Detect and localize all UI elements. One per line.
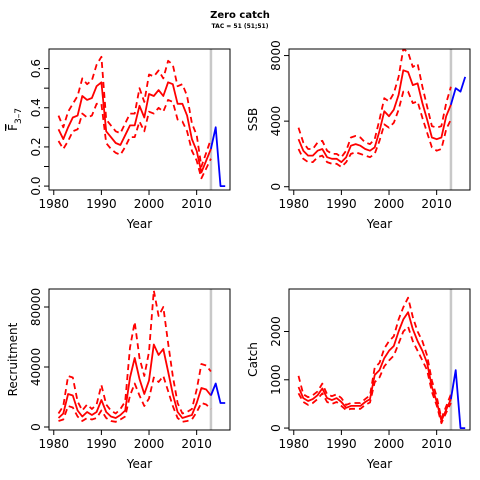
- xtick-label-f-2010: 2010: [181, 197, 212, 211]
- xtick-label-f-1990: 1990: [86, 197, 117, 211]
- frame-recruitment: [48, 288, 231, 431]
- xlabel-recruitment: Year: [126, 457, 152, 471]
- frame-ssb: [288, 48, 471, 191]
- series-catch-upper: [297, 296, 452, 420]
- ytick-label-catch-2: 2000: [269, 316, 283, 347]
- series-f-estimate: [57, 81, 212, 174]
- series-catch-projection: [450, 369, 466, 430]
- ytick-label-catch-1: 1000: [269, 365, 283, 396]
- ytick-label-f-0: 0.0: [29, 177, 43, 196]
- ytick-label-catch-0: 0: [269, 424, 283, 432]
- series-recruitment-lower: [58, 375, 212, 423]
- xtick-label-catch-2000: 2000: [374, 437, 405, 451]
- series-f-lower: [57, 99, 212, 180]
- xlabel-catch: Year: [366, 457, 392, 471]
- xtick-label-ssb-2010: 2010: [421, 197, 452, 211]
- frame-f: [48, 48, 231, 191]
- series-f-upper: [57, 55, 212, 168]
- ylabel-ssb: SSB: [246, 108, 260, 131]
- xtick-label-recruitment-1990: 1990: [86, 437, 117, 451]
- ytick-label-f-2: 0.4: [29, 98, 43, 117]
- xtick-label-f-2000: 2000: [134, 197, 165, 211]
- ytick-label-f-1: 0.2: [29, 137, 43, 156]
- series-ssb-projection: [450, 76, 467, 105]
- ylabel-f: F̄3–7: [6, 108, 24, 131]
- panel-recruitment: 1980 1990 2000 2010 0 40000 80000 Year Recruitme…: [6, 288, 231, 471]
- ytick-label-ssb-0: 0: [269, 183, 283, 191]
- ylabel-sub-f: 3–7: [14, 108, 24, 124]
- panel-f: 1980 1990 2000 2010 0.0 0.2 0.4 0.6 Year F̄3–7: [6, 48, 231, 231]
- xtick-label-recruitment-2010: 2010: [181, 437, 212, 451]
- series-ssb-lower: [297, 90, 452, 168]
- xtick-label-f-1980: 1980: [38, 197, 69, 211]
- ylabel-catch: Catch: [246, 342, 260, 377]
- series-ssb-upper: [297, 49, 452, 159]
- series-catch-lower: [297, 325, 452, 425]
- xtick-label-catch-1980: 1980: [278, 437, 309, 451]
- xtick-label-ssb-1990: 1990: [326, 197, 357, 211]
- xtick-label-catch-2010: 2010: [421, 437, 452, 451]
- xlabel-ssb: Year: [366, 217, 392, 231]
- series-f-projection: [210, 126, 226, 188]
- series-recruitment-projection: [210, 382, 226, 404]
- ytick-label-recruitment-2: 80000: [29, 288, 43, 326]
- ylabel-main-f: F̄: [6, 124, 20, 131]
- figure-title: Zero catch: [210, 10, 270, 21]
- ytick-label-ssb-2: 8000: [269, 40, 283, 71]
- xtick-label-recruitment-1980: 1980: [38, 437, 69, 451]
- ytick-label-f-3: 0.6: [29, 59, 43, 78]
- series-recruitment-upper: [57, 289, 212, 415]
- ytick-label-ssb-1: 4000: [269, 106, 283, 137]
- series-ssb-estimate: [297, 69, 452, 164]
- ytick-label-recruitment-1: 40000: [29, 348, 43, 386]
- xtick-label-recruitment-2000: 2000: [134, 437, 165, 451]
- xlabel-f: Year: [126, 217, 152, 231]
- ylabel-recruitment: Recruitment: [6, 322, 20, 396]
- panel-catch: 1980 1990 2000 2010 0 1000 2000 Year Catch: [246, 288, 471, 471]
- series-catch-estimate: [297, 311, 452, 422]
- figure-subtitle: TAC = 51 (51;51): [211, 23, 269, 30]
- series-recruitment-estimate: [57, 343, 212, 419]
- frame-catch: [288, 288, 471, 431]
- panel-ssb: 1980 1990 2000 2010 0 4000 8000 Year SSB: [246, 40, 471, 231]
- xtick-label-ssb-2000: 2000: [374, 197, 405, 211]
- xtick-label-ssb-1980: 1980: [278, 197, 309, 211]
- ytick-label-recruitment-0: 0: [29, 423, 43, 431]
- xtick-label-catch-1990: 1990: [326, 437, 357, 451]
